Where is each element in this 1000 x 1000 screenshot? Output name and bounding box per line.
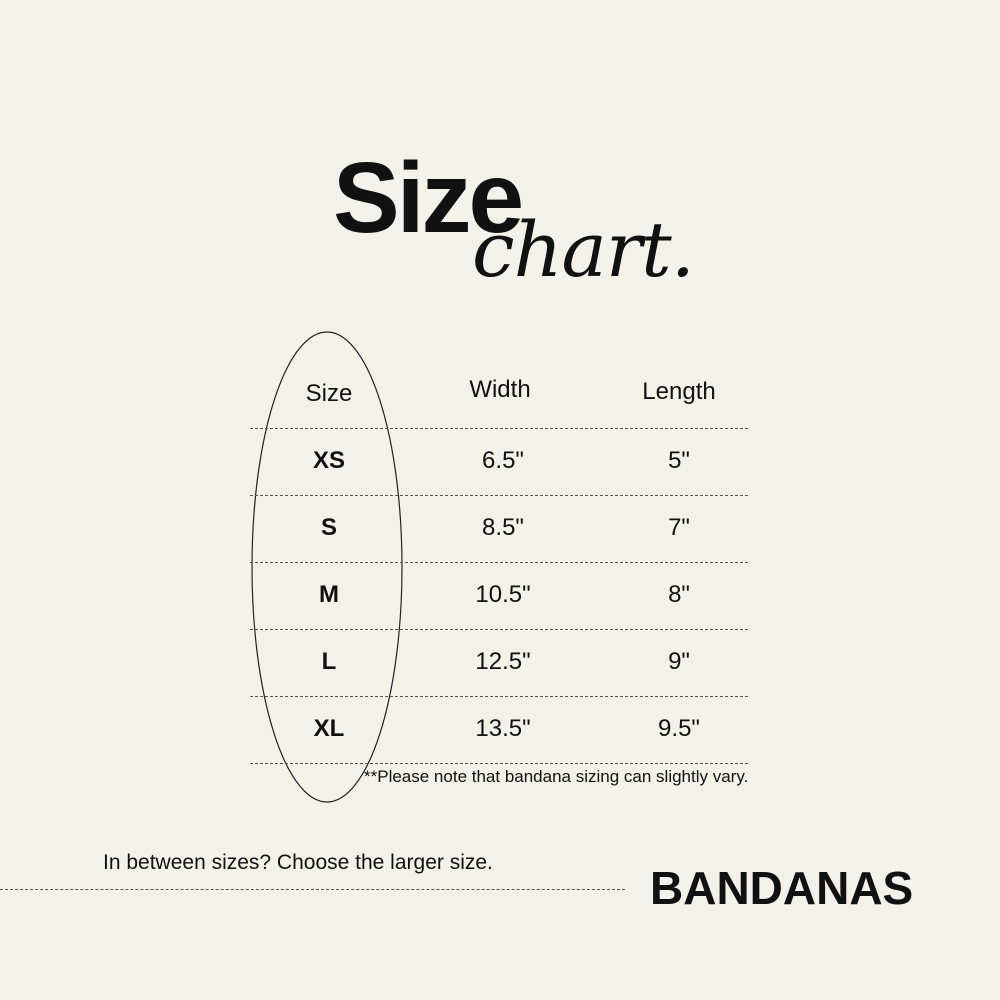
header-width: Width bbox=[469, 376, 531, 403]
cell-length: 8" bbox=[668, 581, 690, 608]
header-size: Size bbox=[305, 380, 353, 407]
tip-divider bbox=[0, 889, 625, 890]
cell-width: 10.5" bbox=[475, 581, 531, 608]
cell-size: L bbox=[321, 648, 337, 675]
cell-size: S bbox=[320, 514, 338, 541]
sizing-note: **Please note that bandana sizing can sl… bbox=[364, 767, 749, 786]
row-divider bbox=[250, 696, 748, 697]
cell-size: XS bbox=[312, 447, 346, 474]
cell-length: 9.5" bbox=[658, 715, 700, 742]
cell-size: XL bbox=[313, 715, 345, 742]
header-length: Length bbox=[642, 378, 716, 405]
row-divider bbox=[250, 428, 748, 429]
row-divider bbox=[250, 495, 748, 496]
cell-length: 9" bbox=[668, 648, 690, 675]
cell-width: 12.5" bbox=[475, 648, 531, 675]
row-divider bbox=[250, 562, 748, 563]
cell-width: 13.5" bbox=[475, 715, 531, 742]
cell-length: 7" bbox=[668, 514, 690, 541]
title-main: Size bbox=[333, 142, 524, 254]
row-divider bbox=[250, 763, 748, 764]
sizing-tip: In between sizes? Choose the larger size… bbox=[103, 851, 493, 874]
row-divider bbox=[250, 629, 748, 630]
cell-length: 5" bbox=[668, 447, 690, 474]
cell-width: 6.5" bbox=[482, 447, 524, 474]
title-script: chart. bbox=[472, 205, 695, 294]
cell-size: M bbox=[319, 581, 339, 608]
cell-width: 8.5" bbox=[482, 514, 524, 541]
product-name: BANDANAS bbox=[650, 862, 914, 914]
